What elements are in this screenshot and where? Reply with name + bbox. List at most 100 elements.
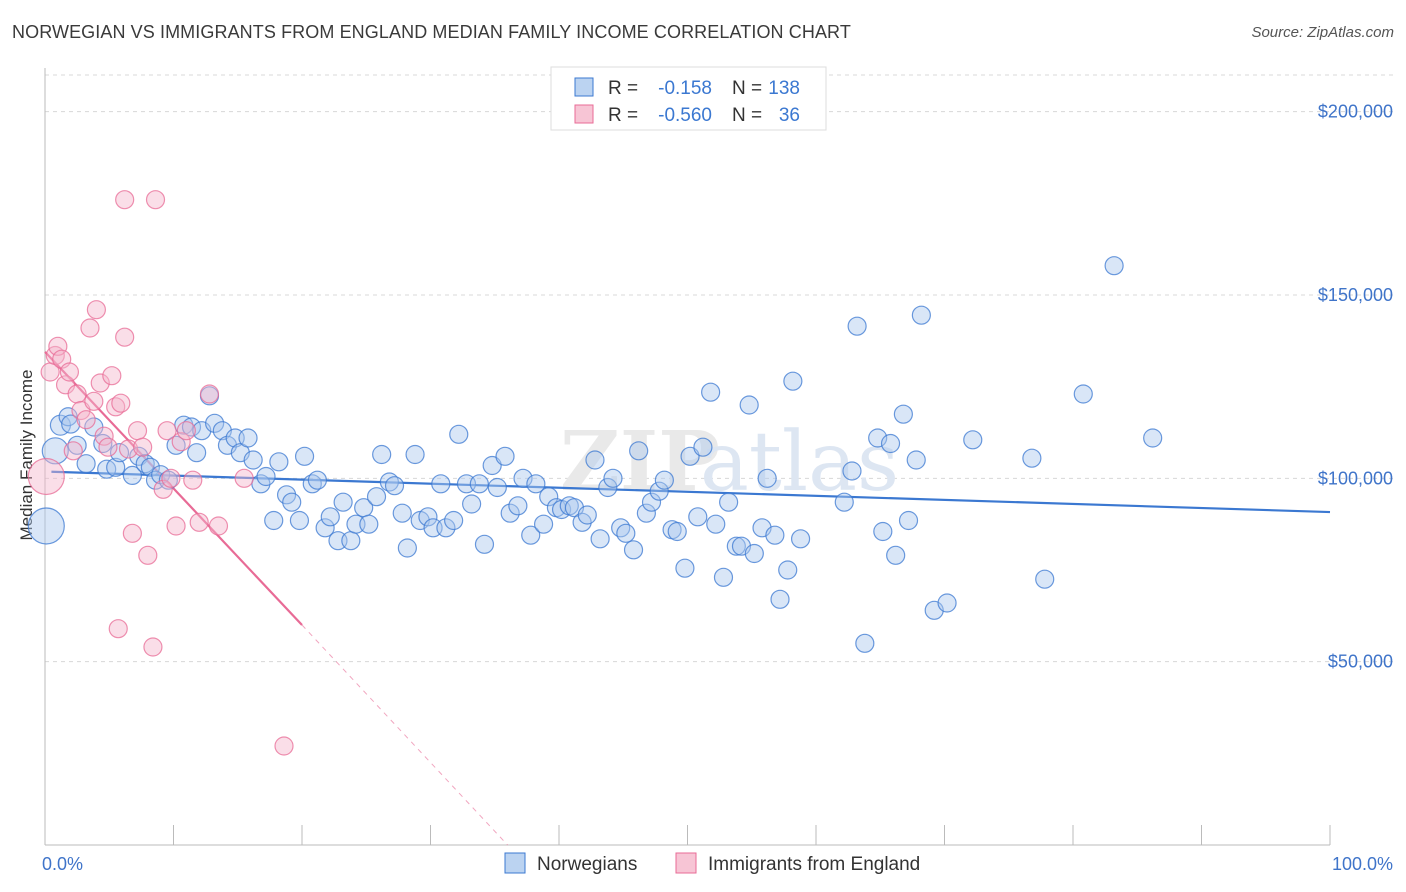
norwegians-point-76 bbox=[533, 514, 554, 534]
immigrants-england-point-32 bbox=[176, 421, 196, 441]
immigrants-england-point-14 bbox=[90, 373, 110, 393]
norwegians-point-12 bbox=[122, 465, 142, 485]
legend: R = -0.158 N = 138 R = -0.560 N = 36 bbox=[550, 66, 827, 131]
norwegians-point-112 bbox=[765, 525, 785, 545]
y-tick-labels: $50,000 $100,000 $150,000 $200,000 bbox=[1318, 102, 1393, 672]
norwegians-point-43 bbox=[320, 507, 340, 527]
norwegians-point-136 bbox=[1143, 428, 1163, 448]
norwegians-trend-line bbox=[51, 470, 1331, 514]
immigrants-england-point-29 bbox=[161, 468, 181, 488]
norwegians-point-88 bbox=[611, 518, 631, 538]
norwegians-point-98 bbox=[675, 558, 695, 578]
norwegians-point-75 bbox=[526, 474, 546, 494]
immigrants-england-point-31 bbox=[171, 432, 191, 452]
immigrants-england-point-6 bbox=[59, 362, 80, 382]
immigrants-england-point-37 bbox=[234, 468, 254, 488]
immigrants-england-point-38 bbox=[108, 619, 128, 639]
norwegians-point-100 bbox=[688, 507, 708, 527]
immigrants-england-point-8 bbox=[67, 384, 87, 404]
norwegians-point-133 bbox=[1035, 569, 1055, 589]
legend-r-value-1: -0.560 bbox=[658, 105, 712, 126]
y-axis-label: Median Family Income bbox=[17, 369, 36, 540]
immigrants-england-trend-line bbox=[44, 351, 303, 626]
immigrants-england-point-39 bbox=[115, 190, 135, 210]
norwegians-point-19 bbox=[166, 435, 186, 455]
norwegians-point-74 bbox=[521, 525, 541, 545]
norwegians-point-115 bbox=[783, 371, 803, 391]
axes bbox=[44, 68, 1331, 846]
immigrants-england-point-22 bbox=[122, 523, 142, 543]
watermark: ZIP atlas bbox=[560, 414, 899, 510]
immigrants-england-point-10 bbox=[76, 410, 96, 430]
norwegians-point-67 bbox=[474, 534, 495, 554]
immigrants-england-point-18 bbox=[106, 397, 126, 417]
norwegians-point-38 bbox=[289, 510, 310, 531]
norwegians-point-51 bbox=[372, 444, 392, 465]
norwegians-point-49 bbox=[359, 514, 379, 534]
norwegians-point-83 bbox=[577, 505, 597, 525]
y-tick-label-1: $100,000 bbox=[1318, 468, 1393, 488]
x-tick-labels: 0.0% 100.0% bbox=[42, 854, 1393, 874]
norwegians-point-109 bbox=[744, 543, 764, 564]
immigrants-england-point-41 bbox=[274, 736, 294, 756]
norwegians-point-97 bbox=[667, 521, 687, 542]
norwegians-point-62 bbox=[444, 510, 464, 531]
norwegians-point-122 bbox=[873, 521, 893, 542]
immigrants-england-point-34 bbox=[189, 512, 209, 532]
immigrants-england-point-17 bbox=[102, 366, 122, 386]
norwegians-point-111 bbox=[757, 468, 777, 488]
norwegians-point-56 bbox=[405, 444, 425, 465]
norwegians-point-33 bbox=[256, 466, 276, 487]
immigrants-england-point-30 bbox=[166, 516, 186, 536]
legend-r-value-0: -0.158 bbox=[658, 78, 712, 99]
immigrants-england-point-26 bbox=[143, 637, 163, 657]
bottom-legend-label-0: Norwegians bbox=[537, 854, 637, 875]
norwegians-point-61 bbox=[436, 518, 456, 538]
norwegians-point-15 bbox=[140, 457, 160, 477]
immigrants-england-point-0 bbox=[27, 457, 65, 496]
legend-n-label-1: N = bbox=[732, 105, 762, 126]
norwegians-point-90 bbox=[623, 540, 644, 560]
immigrants-england-point-33 bbox=[183, 470, 203, 490]
norwegians-point-10 bbox=[106, 457, 126, 477]
norwegians-point-35 bbox=[269, 452, 289, 472]
norwegians-point-39 bbox=[294, 446, 315, 466]
norwegians-point-41 bbox=[307, 470, 328, 490]
immigrants-england-point-36 bbox=[208, 516, 229, 536]
immigrants-england-point-35 bbox=[199, 384, 220, 404]
immigrants-england-point-20 bbox=[115, 327, 135, 347]
immigrants-england-point-24 bbox=[133, 437, 153, 457]
legend-n-value-0: 138 bbox=[768, 78, 800, 99]
norwegians-point-92 bbox=[636, 503, 656, 523]
norwegians-point-105 bbox=[719, 492, 739, 512]
norwegians-point-132 bbox=[1022, 448, 1042, 468]
norwegians-point-130 bbox=[937, 593, 957, 613]
norwegians-point-14 bbox=[135, 454, 155, 474]
norwegians-point-77 bbox=[539, 487, 559, 507]
norwegians-point-70 bbox=[495, 446, 515, 466]
norwegians-point-125 bbox=[893, 404, 913, 424]
norwegians-point-65 bbox=[462, 494, 482, 514]
norwegians-point-34 bbox=[264, 510, 284, 531]
norwegians-point-40 bbox=[302, 474, 322, 494]
norwegians-point-54 bbox=[392, 503, 412, 523]
norwegians-point-116 bbox=[790, 529, 811, 549]
legend-r-label-0: R = bbox=[608, 78, 638, 99]
immigrants-england-trend-extension bbox=[301, 624, 508, 846]
norwegians-point-104 bbox=[713, 567, 734, 587]
immigrants-england-point-25 bbox=[138, 545, 158, 565]
y-axis-label-group: Median Family Income bbox=[17, 369, 36, 540]
norwegians-point-25 bbox=[205, 413, 225, 433]
immigrants-england-point-12 bbox=[84, 391, 104, 411]
norwegians-point-30 bbox=[238, 428, 258, 448]
norwegians-point-71 bbox=[500, 503, 520, 523]
norwegians-point-128 bbox=[911, 305, 931, 325]
immigrants-england-point-23 bbox=[127, 421, 148, 441]
norwegians-point-126 bbox=[898, 510, 919, 531]
norwegians-point-8 bbox=[93, 433, 113, 454]
norwegians-point-45 bbox=[333, 492, 353, 512]
norwegians-point-84 bbox=[585, 450, 605, 470]
norwegians-point-118 bbox=[842, 461, 862, 481]
norwegians-point-55 bbox=[397, 538, 417, 558]
